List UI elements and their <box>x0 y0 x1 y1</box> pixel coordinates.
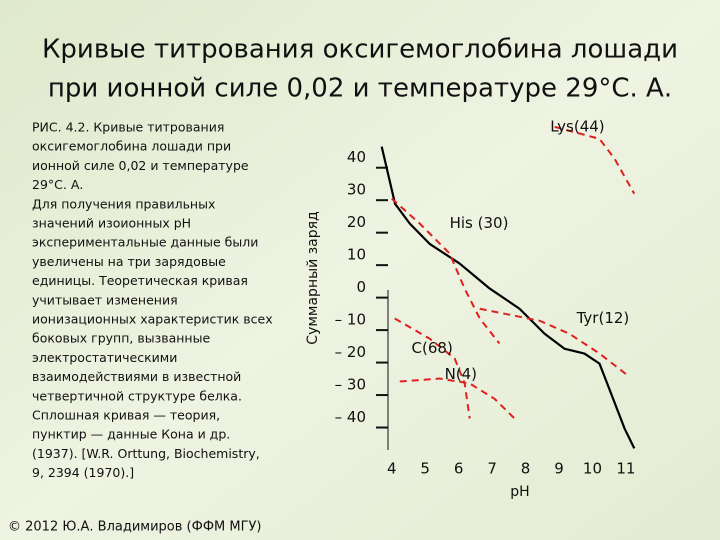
caption-line: Для получения правильных <box>32 196 215 211</box>
y-tick-label: 10 <box>347 246 366 264</box>
x-tick-label: 4 <box>387 460 397 478</box>
slide-title: при ионной силе 0,02 и температуре 29°С.… <box>48 74 672 104</box>
y-tick-label: – 30 <box>335 376 366 394</box>
x-tick-label: 6 <box>454 460 464 478</box>
series-label: His (30) <box>450 214 509 232</box>
series-label: Lys(44) <box>550 117 604 135</box>
caption-line: взаимодействиями в известной <box>32 369 241 384</box>
caption-line: РИС. 4.2. Кривые титрования <box>32 120 224 135</box>
x-tick-label: 7 <box>487 460 497 478</box>
caption-line: единицы. Теоретическая кривая <box>32 273 248 288</box>
y-tick-label: – 40 <box>335 408 366 426</box>
caption-line: увеличены на три зарядовые <box>32 254 226 269</box>
series-line <box>391 197 501 345</box>
footer: © 2012 Ю.А. Владимиров (ФФМ МГУ) <box>8 520 262 535</box>
caption-line: 9, 2394 (1970).] <box>32 465 134 480</box>
series-line <box>479 307 630 378</box>
caption-line: ионизационных характеристик всех <box>32 312 273 327</box>
caption-line: 29°С. А. <box>32 177 83 192</box>
caption-line: (1937). [W.R. Orttung, Biochemistry, <box>32 446 260 461</box>
x-tick-label: 9 <box>554 460 564 478</box>
caption-line: Сплошная кривая — теория, <box>32 408 220 423</box>
caption-line: значений изоионных рН <box>32 216 191 231</box>
y-tick-label: – 20 <box>335 343 366 361</box>
y-tick-label: 30 <box>347 181 366 199</box>
series-label: Tyr(12) <box>576 309 630 327</box>
x-tick-label: 11 <box>616 460 635 478</box>
caption-line: оксигемоглобина лошади при <box>32 139 231 154</box>
series-line <box>394 317 471 419</box>
series-label: N(4) <box>445 365 477 383</box>
caption-line: ионной силе 0,02 и температуре <box>32 158 249 173</box>
y-tick-label: 20 <box>347 213 366 231</box>
series-line <box>399 377 516 420</box>
x-tick-label: 10 <box>583 460 602 478</box>
caption-line: экспериментальные данные были <box>32 235 258 250</box>
x-axis-label: pH <box>510 484 529 500</box>
caption-line: электростатическими <box>32 350 177 365</box>
series-label: C(68) <box>412 339 453 357</box>
series-line <box>380 146 636 449</box>
caption-line: пунктир — данные Кона и др. <box>32 427 230 442</box>
x-tick-label: 5 <box>420 460 430 478</box>
slide-title: Кривые титрования оксигемоглобина лошади <box>42 35 678 65</box>
caption-line: боковых групп, вызванные <box>32 331 210 346</box>
y-tick-label: 0 <box>356 278 366 296</box>
y-tick-label: 40 <box>347 148 366 166</box>
y-axis-label: Суммарный заряд <box>305 211 321 344</box>
caption-line: четвертичной структуре белка. <box>32 388 242 403</box>
caption-line: учитывает изменения <box>32 292 178 307</box>
x-tick-label: 8 <box>521 460 531 478</box>
y-tick-label: – 10 <box>335 311 366 329</box>
